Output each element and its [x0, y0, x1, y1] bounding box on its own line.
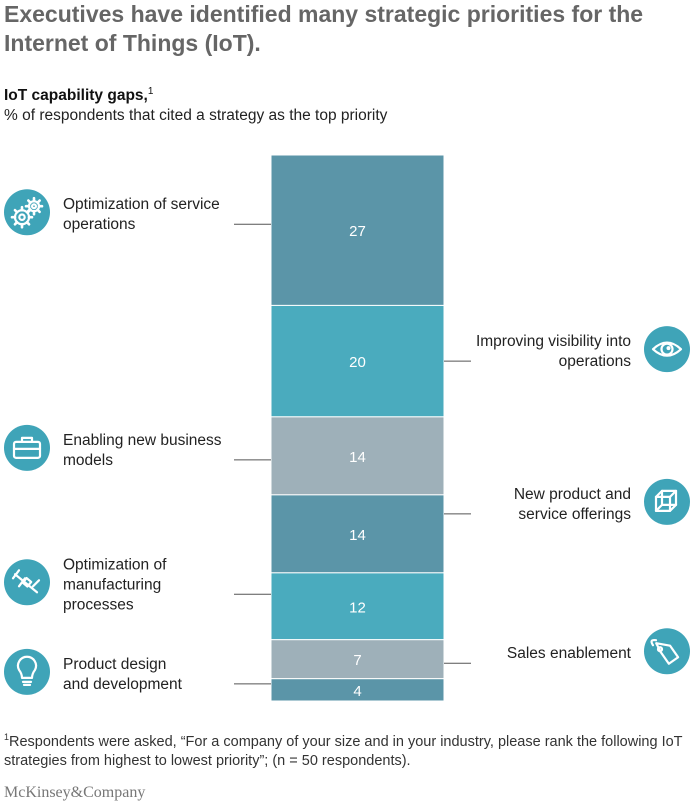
- cube-icon: [644, 478, 690, 525]
- footnote-text: Respondents were asked, “For a company o…: [4, 733, 683, 769]
- bar-value-label: 14: [349, 449, 366, 466]
- eye-icon: [644, 326, 690, 373]
- subtitle-footnote-marker: 1: [147, 86, 154, 97]
- category-label: processes: [63, 596, 134, 613]
- category-label: Enabling new business: [63, 432, 222, 449]
- bar-segment: [270, 494, 445, 574]
- bar-value-label: 20: [349, 354, 366, 371]
- bar-value-label: 7: [353, 652, 361, 669]
- bar-segment: [270, 304, 445, 418]
- category-label: New product and: [514, 486, 631, 503]
- chart-subtitle: IoT capability gaps,1: [4, 86, 153, 105]
- category-label: Optimization of service: [63, 196, 220, 213]
- bar-value-label: 4: [353, 683, 361, 700]
- bar-value-label: 14: [349, 527, 366, 544]
- bar-value-label: 12: [349, 599, 366, 616]
- category-label: operations: [559, 353, 632, 370]
- subtitle-text: IoT capability gaps,: [4, 87, 148, 105]
- category-label: models: [63, 452, 113, 469]
- category-label: Product design: [63, 656, 166, 673]
- bar-segment: [270, 678, 445, 702]
- category-label: Optimization of: [63, 556, 167, 573]
- caliper-icon: [4, 559, 50, 606]
- price-tag-icon: [644, 628, 690, 675]
- chart-subtext: % of respondents that cited a strategy a…: [4, 107, 388, 124]
- chart-title: Executives have identified many strategi…: [4, 1, 644, 56]
- category-label: manufacturing: [63, 576, 161, 593]
- category-label: Sales enablement: [507, 645, 632, 662]
- brand-logo: McKinsey&Company: [4, 784, 146, 801]
- briefcase-icon: [4, 424, 50, 471]
- category-label: and development: [63, 676, 183, 693]
- stacked-bar-chart: 27 Optimization of service operations 20 Imp…: [4, 154, 690, 702]
- lightbulb-icon: [4, 648, 50, 695]
- bar-value-label: 27: [349, 223, 366, 240]
- category-label: Improving visibility into: [476, 333, 631, 350]
- footnote: 1Respondents were asked, “For a company …: [4, 728, 694, 771]
- gears-icon: [4, 189, 50, 236]
- category-label: operations: [63, 216, 136, 233]
- footnote-marker: 1: [4, 732, 10, 742]
- bar-segment: [270, 572, 445, 641]
- category-label: service offerings: [518, 506, 631, 523]
